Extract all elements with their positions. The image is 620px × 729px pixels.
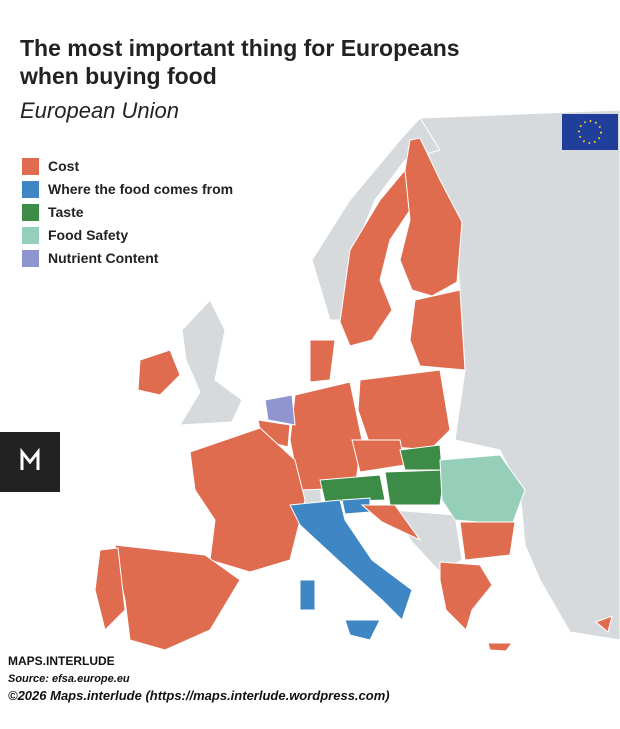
eu-flag xyxy=(562,114,618,150)
logo-mark xyxy=(20,447,40,470)
czechia xyxy=(351,439,406,473)
netherlands xyxy=(264,394,296,426)
legend-label: Nutrient Content xyxy=(48,250,159,266)
bulgaria xyxy=(459,521,516,561)
legend-swatch xyxy=(22,227,39,244)
crete xyxy=(487,642,513,652)
logo xyxy=(0,432,60,492)
non-eu-land xyxy=(179,109,620,641)
ireland xyxy=(137,349,181,396)
croatia xyxy=(360,504,422,542)
baltics xyxy=(409,289,466,371)
copyright: ©2026 Maps.interlude (https://maps.inter… xyxy=(8,688,390,703)
legend-label: Taste xyxy=(48,204,84,220)
legend-swatch xyxy=(22,250,39,267)
denmark xyxy=(309,339,336,383)
finland xyxy=(399,137,463,297)
france xyxy=(189,427,306,573)
title: The most important thing for Europeans xyxy=(20,35,460,61)
sardinia xyxy=(299,579,316,611)
legend-label: Where the food comes from xyxy=(48,181,233,197)
legend-swatch xyxy=(22,158,39,175)
greece xyxy=(439,561,493,631)
legend: Cost Where the food comes from Taste Food S… xyxy=(22,158,233,267)
portugal xyxy=(94,547,126,631)
austria xyxy=(319,474,386,503)
legend-label: Food Safety xyxy=(48,227,128,243)
uk xyxy=(179,299,243,426)
legend-label: Cost xyxy=(48,158,79,174)
legend-swatch xyxy=(22,204,39,221)
countries xyxy=(94,137,613,652)
flag-field xyxy=(562,114,618,150)
italy xyxy=(289,499,413,621)
slovakia xyxy=(399,444,443,471)
subtitle: European Union xyxy=(20,98,179,123)
legend-swatch xyxy=(22,181,39,198)
cyprus xyxy=(595,615,613,633)
source: Source: efsa.europe.eu xyxy=(8,673,130,685)
sweden xyxy=(339,168,411,347)
flag-stars xyxy=(578,120,602,144)
title: when buying food xyxy=(19,63,217,89)
brand: MAPS.INTERLUDE xyxy=(8,654,115,668)
germany xyxy=(289,381,363,491)
poland xyxy=(357,369,451,451)
hungary xyxy=(384,469,446,506)
sicily xyxy=(344,619,381,641)
